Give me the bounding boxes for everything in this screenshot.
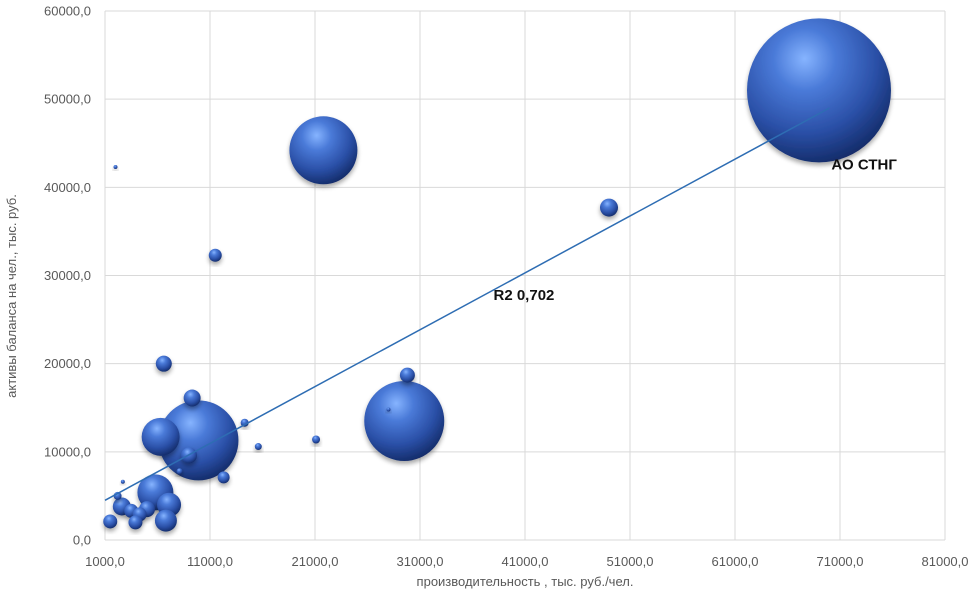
y-tick-label: 60000,0 <box>44 4 91 19</box>
bubble-point <box>312 435 321 444</box>
x-tick-label: 41000,0 <box>502 554 549 569</box>
bubble-point <box>386 407 391 412</box>
bubble-series <box>103 18 891 532</box>
y-tick-label: 30000,0 <box>44 268 91 283</box>
bubble-point <box>176 468 183 475</box>
x-tick-label: 71000,0 <box>817 554 864 569</box>
bubble-point <box>113 165 118 170</box>
y-axis-label: активы баланса на чел., тыс. руб. <box>4 194 19 398</box>
x-tick-label: 31000,0 <box>397 554 444 569</box>
annotations: АО СТНГ R2 0,702 <box>494 157 898 304</box>
y-tick-label: 50000,0 <box>44 92 91 107</box>
bubble-point <box>254 443 262 451</box>
y-tick-label: 0,0 <box>73 533 91 548</box>
bubble-point <box>103 514 118 529</box>
y-tick-label: 10000,0 <box>44 444 91 459</box>
x-tick-label: 21000,0 <box>292 554 339 569</box>
bubble-point <box>600 198 618 217</box>
x-tick-label: 61000,0 <box>712 554 759 569</box>
bubble-point <box>217 471 230 484</box>
x-tick-label: 81000,0 <box>922 554 969 569</box>
y-axis-ticks: 0,0 10000,0 20000,0 30000,0 40000,0 50000,0 60… <box>44 4 91 548</box>
bubble-point <box>154 509 177 532</box>
x-tick-label: 1000,0 <box>85 554 125 569</box>
y-tick-label: 20000,0 <box>44 356 91 371</box>
company-annotation: АО СТНГ <box>831 157 897 174</box>
bubble-point <box>128 515 143 530</box>
trend-line <box>104 107 830 501</box>
bubble-point <box>399 367 415 383</box>
bubble-point <box>208 248 222 262</box>
bubble-point <box>183 389 201 407</box>
bubble-point <box>155 355 172 372</box>
x-tick-label: 11000,0 <box>187 554 233 569</box>
r-squared-annotation: R2 0,702 <box>494 287 555 304</box>
x-axis-label: производительность , тыс. руб./чел. <box>417 574 634 589</box>
x-axis-ticks: 1000,0 11000,0 21000,0 31000,0 41000,0 51000,… <box>85 554 968 569</box>
bubble-point <box>289 116 358 185</box>
gridlines <box>104 10 946 541</box>
x-tick-label: 51000,0 <box>607 554 654 569</box>
bubble-point <box>120 479 125 484</box>
bubble-point <box>747 18 891 163</box>
bubble-point <box>364 380 445 461</box>
bubble-point <box>141 417 180 456</box>
bubble-point <box>240 418 249 427</box>
y-tick-label: 40000,0 <box>44 180 91 195</box>
